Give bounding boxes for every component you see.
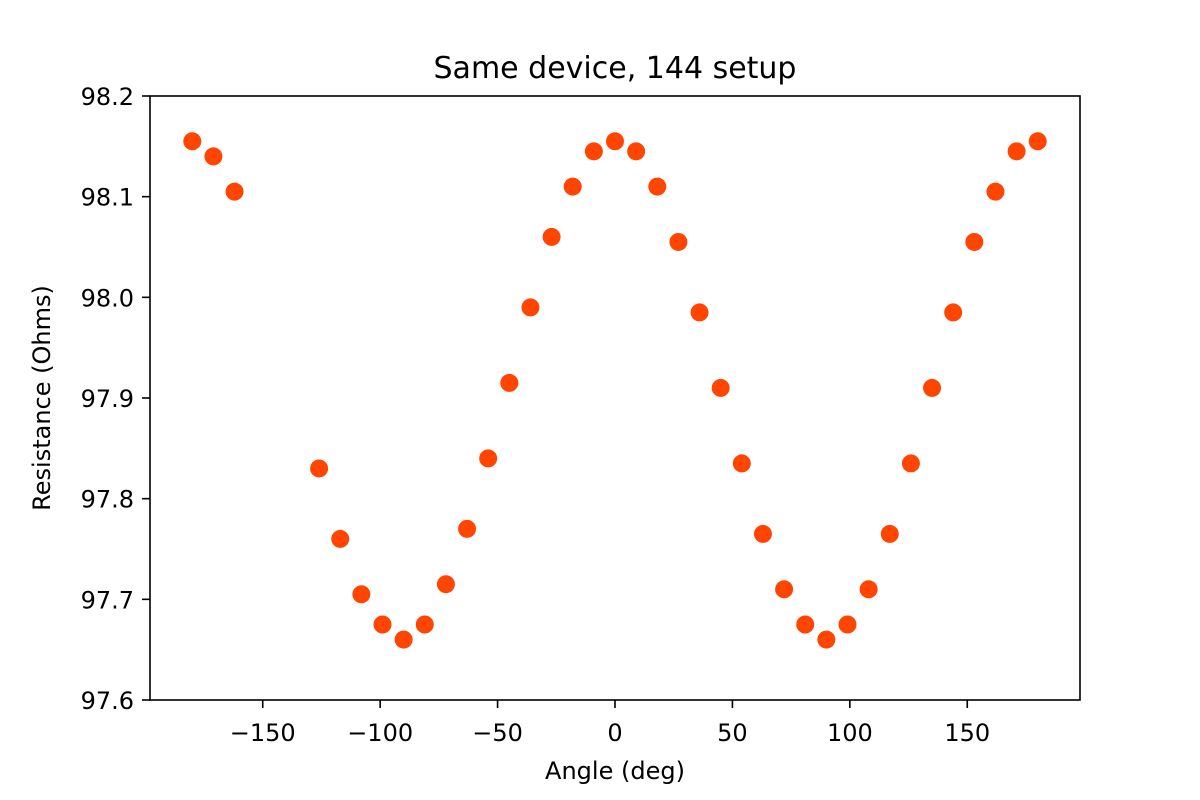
data-point [563,177,582,196]
data-point [415,615,434,634]
y-axis-ticks: 97.6 97.7 97.8 97.9 98.0 98.1 98.2 [81,83,150,715]
data-point [711,378,730,397]
y-tick-label: 98.2 [81,83,134,111]
data-point [627,142,646,161]
data-point [542,227,561,246]
data-point [479,449,498,468]
data-point [901,454,920,473]
data-point [458,519,477,538]
data-point [965,232,984,251]
y-tick-label: 98.0 [81,284,134,312]
data-point [310,459,329,478]
data-point [880,524,899,543]
data-point [859,580,878,599]
x-tick-label: −100 [347,719,413,747]
y-axis-label: Resistance (Ohms) [28,285,56,511]
x-axis-ticks: −150 −100 −50 0 50 100 150 [230,700,990,747]
data-point [648,177,667,196]
data-point [775,580,794,599]
x-tick-label: −150 [230,719,296,747]
y-tick-label: 97.6 [81,687,134,715]
data-point [923,378,942,397]
data-point [606,132,624,151]
data-point [986,182,1005,201]
data-points [183,132,1047,649]
x-axis-label: Angle (deg) [545,757,685,785]
x-tick-label: 100 [827,719,873,747]
y-tick-label: 98.1 [81,184,134,212]
data-point [1028,132,1047,151]
chart-title: Same device, 144 setup [434,51,797,86]
data-point [500,373,519,392]
data-point [817,630,836,649]
x-tick-label: −50 [472,719,523,747]
data-point [838,615,857,634]
data-point [944,303,963,322]
data-point [1007,142,1026,161]
plot-frame [149,95,1081,701]
y-tick-label: 97.9 [81,385,134,413]
data-point [373,615,392,634]
y-tick-label: 97.7 [81,586,134,614]
data-point [331,529,350,548]
data-point [669,232,688,251]
data-point [352,585,371,604]
data-point [225,182,244,201]
data-point [753,524,772,543]
data-point [394,630,413,649]
data-point [204,147,223,166]
data-point [521,298,540,317]
y-tick-label: 97.8 [81,486,134,514]
data-point [690,303,709,322]
data-point [584,142,603,161]
data-point [796,615,815,634]
data-point [436,575,455,594]
x-tick-label: 0 [607,719,622,747]
data-point [732,454,751,473]
x-tick-label: 150 [944,719,990,747]
data-point [183,132,202,151]
x-tick-label: 50 [717,719,748,747]
